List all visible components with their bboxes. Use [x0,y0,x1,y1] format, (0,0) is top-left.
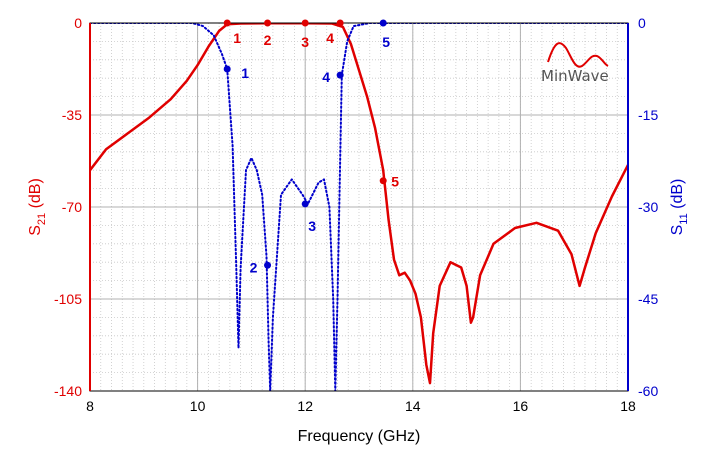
x-tick-label: 16 [513,398,529,414]
s11-marker-label-2: 2 [250,259,258,275]
s11-marker-label-3: 3 [308,218,316,234]
right-tick-label: -60 [638,383,658,399]
s21-marker-label-1: 1 [233,30,241,46]
s21-marker-label-5: 5 [391,174,399,190]
right-axis-title-base: S [669,225,686,236]
left-tick-label: -70 [62,199,82,215]
x-tick-label: 8 [86,398,94,414]
tick-labels: 8 10 12 14 16 18-140-105-70-350-60-45-30-150 [54,15,658,414]
left-axis-title-base: S [27,225,44,236]
s11-marker-label-1: 1 [241,65,249,81]
s11-marker-1 [223,65,231,73]
logo-wave-icon [547,42,609,68]
s21-marker-5 [379,177,387,185]
s11-series-line [90,23,628,391]
x-tick-label: 14 [405,398,421,414]
s21-marker-label-3: 3 [301,34,309,50]
x-axis-title: Frequency (GHz) [298,428,421,445]
right-tick-label: -15 [638,107,658,123]
s11-marker-5 [379,19,387,27]
s11-marker-4 [336,71,344,79]
right-tick-label: -45 [638,291,658,307]
s21-series-line [90,23,628,385]
series-layer [90,23,628,391]
right-tick-label: -30 [638,199,658,215]
s21-marker-2 [264,19,272,27]
x-tick-label: 10 [190,398,206,414]
left-axis-title-sub: 21 [36,213,48,225]
right-tick-label: 0 [638,15,646,31]
minwave-logo: MinWave [541,42,609,85]
s21-marker-3 [301,19,309,27]
s21-marker-4 [336,19,344,27]
left-tick-label: -105 [54,291,82,307]
s11-marker-2 [264,261,272,269]
x-tick-label: 12 [297,398,313,414]
left-tick-label: -140 [54,383,82,399]
x-tick-label: 18 [620,398,636,414]
right-axis-title-unit: (dB) [669,179,686,214]
right-axis-title-sub: 11 [678,213,690,224]
left-tick-label: 0 [74,15,82,31]
s11-marker-label-4: 4 [322,69,330,85]
s21-marker-label-2: 2 [264,32,272,48]
left-tick-label: -35 [62,107,82,123]
right-axis-title: S11 (dB) [669,179,690,236]
logo-text: MinWave [541,67,609,85]
left-axis-title-unit: (dB) [27,178,44,213]
major-grid [90,23,628,391]
left-axis-title: S21 (dB) [27,178,48,236]
s11-marker-3 [301,200,309,208]
s21-marker-label-4: 4 [326,30,334,46]
s11-marker-label-5: 5 [382,34,390,50]
markers-layer: 1 2 3 4 5 1 2 3 4 5 [223,19,399,275]
s21-marker-1 [223,19,231,27]
